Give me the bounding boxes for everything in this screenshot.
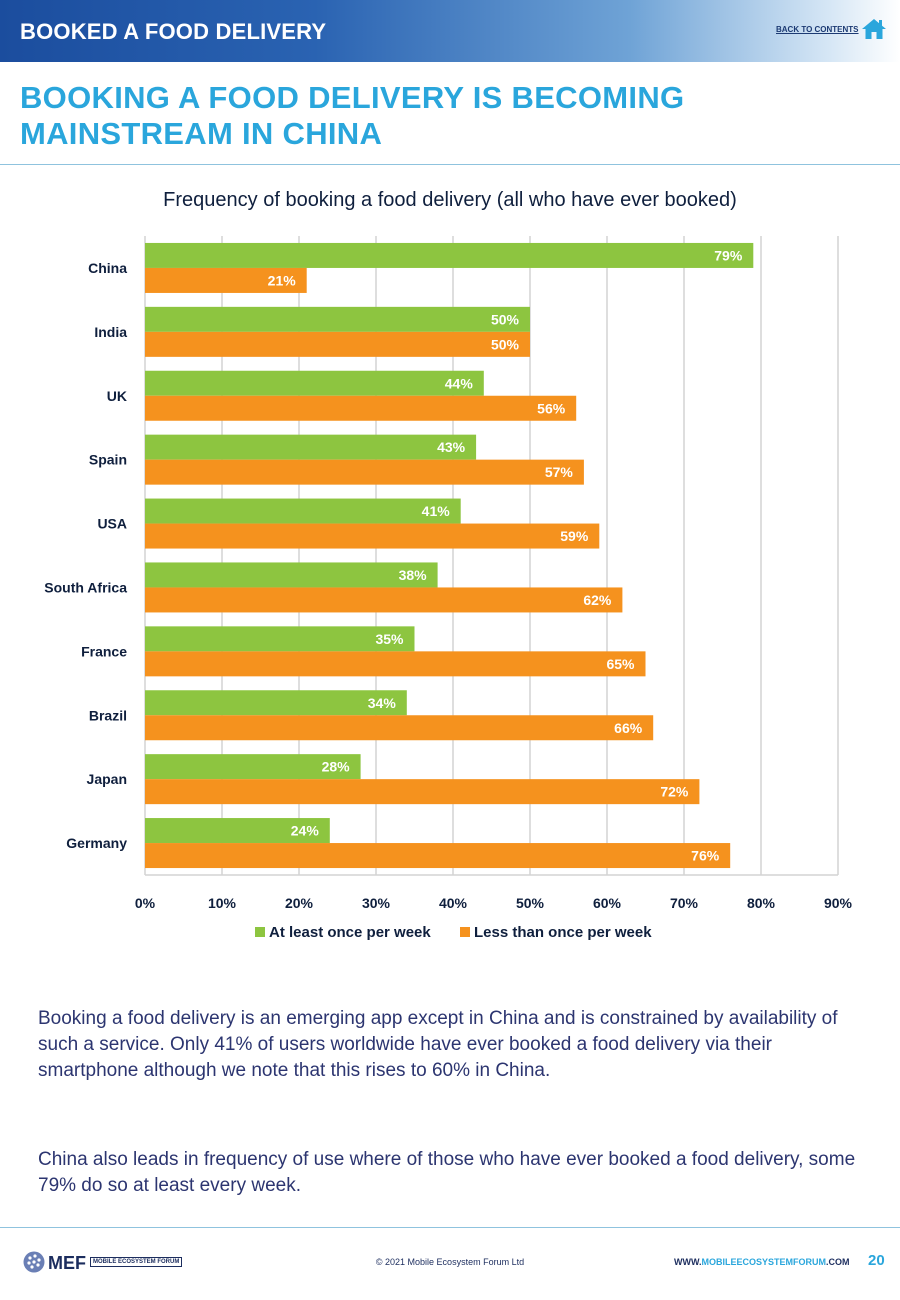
data-label: 50%: [491, 311, 520, 327]
x-tick-label: 60%: [593, 895, 622, 911]
data-label: 50%: [491, 336, 520, 352]
data-label: 62%: [583, 592, 612, 608]
bar-weekly: [145, 306, 530, 332]
bar-weekly: [145, 434, 477, 460]
category-label: Spain: [89, 452, 127, 468]
bar-less-than-weekly: [145, 715, 654, 741]
footer-divider: [0, 1227, 900, 1228]
category-label: UK: [107, 388, 127, 404]
data-label: 72%: [660, 784, 689, 800]
data-label: 76%: [691, 848, 720, 864]
legend-swatch: [460, 927, 470, 937]
data-label: 56%: [537, 400, 566, 416]
bar-less-than-weekly: [145, 779, 700, 805]
x-tick-label: 90%: [824, 895, 853, 911]
legend-swatch: [255, 927, 265, 937]
bar-weekly: [145, 626, 415, 652]
data-label: 24%: [291, 823, 320, 839]
x-tick-label: 50%: [516, 895, 545, 911]
bar-less-than-weekly: [145, 459, 584, 485]
bar-less-than-weekly: [145, 267, 307, 293]
home-icon[interactable]: [861, 17, 887, 41]
x-tick-label: 30%: [362, 895, 391, 911]
bar-weekly: [145, 818, 330, 844]
category-label: India: [94, 324, 127, 340]
category-label: France: [81, 643, 127, 659]
data-label: 66%: [614, 720, 643, 736]
bar-less-than-weekly: [145, 395, 577, 421]
category-label: USA: [97, 516, 127, 532]
back-to-contents-link[interactable]: BACK TO CONTENTS: [776, 25, 859, 34]
x-tick-label: 40%: [439, 895, 468, 911]
data-label: 21%: [268, 272, 297, 288]
chart-title: Frequency of booking a food delivery (al…: [163, 189, 737, 211]
bar-weekly: [145, 242, 754, 268]
title-divider: [0, 164, 900, 165]
data-label: 79%: [714, 247, 743, 263]
bar-less-than-weekly: [145, 331, 530, 357]
category-label: Germany: [66, 835, 127, 851]
data-label: 41%: [422, 503, 451, 519]
data-label: 43%: [437, 439, 466, 455]
category-label: South Africa: [44, 579, 127, 595]
data-label: 34%: [368, 695, 397, 711]
bar-less-than-weekly: [145, 843, 731, 869]
x-tick-label: 0%: [135, 895, 156, 911]
x-tick-label: 80%: [747, 895, 776, 911]
bar-weekly: [145, 562, 438, 588]
data-label: 44%: [445, 375, 474, 391]
data-label: 59%: [560, 528, 589, 544]
x-tick-label: 10%: [208, 895, 237, 911]
url-highlight: MOBILEECOSYSTEMFORUM: [701, 1257, 827, 1267]
bar-less-than-weekly: [145, 651, 646, 677]
section-title: BOOKED A FOOD DELIVERY: [20, 19, 327, 44]
website-link[interactable]: WWW.MOBILEECOSYSTEMFORUM.COM: [674, 1257, 850, 1267]
legend-label: At least once per week: [269, 924, 431, 941]
mef-globe-icon: [23, 1251, 45, 1273]
data-label: 28%: [322, 759, 351, 775]
body-paragraph-2: China also leads in frequency of use whe…: [38, 1149, 856, 1196]
copyright: © 2021 Mobile Ecosystem Forum Ltd: [375, 1257, 525, 1267]
bar-less-than-weekly: [145, 523, 600, 549]
x-tick-label: 20%: [285, 895, 314, 911]
category-label: Japan: [87, 771, 127, 787]
bar-weekly: [145, 370, 484, 396]
legend-label: Less than once per week: [474, 924, 652, 941]
category-label: Brazil: [89, 707, 127, 723]
body-paragraph-1: Booking a food delivery is an emerging a…: [38, 1008, 838, 1081]
mef-logo-text: MEF: [48, 1253, 86, 1273]
bar-weekly: [145, 754, 361, 780]
data-label: 35%: [375, 631, 404, 647]
url-suffix: .COM: [826, 1257, 850, 1267]
x-tick-label: 70%: [670, 895, 699, 911]
bar-weekly: [145, 690, 407, 716]
page-number: 20: [868, 1252, 885, 1269]
category-label: China: [88, 260, 127, 276]
page-title: BOOKING A FOOD DELIVERY IS BECOMING MAIN…: [20, 80, 685, 151]
bar-chart: China 79% 21% India 50% 50% UK 44% 56% Spain 43% 57…: [44, 236, 853, 941]
bar-less-than-weekly: [145, 587, 623, 613]
data-label: 38%: [399, 567, 428, 583]
data-label: 65%: [606, 656, 635, 672]
header-bar: [0, 0, 900, 62]
data-label: 57%: [545, 464, 574, 480]
bar-weekly: [145, 498, 461, 524]
mef-logo-subtitle: MOBILE ECOSYSTEM FORUM: [90, 1257, 183, 1267]
url-prefix: WWW.: [674, 1257, 702, 1267]
